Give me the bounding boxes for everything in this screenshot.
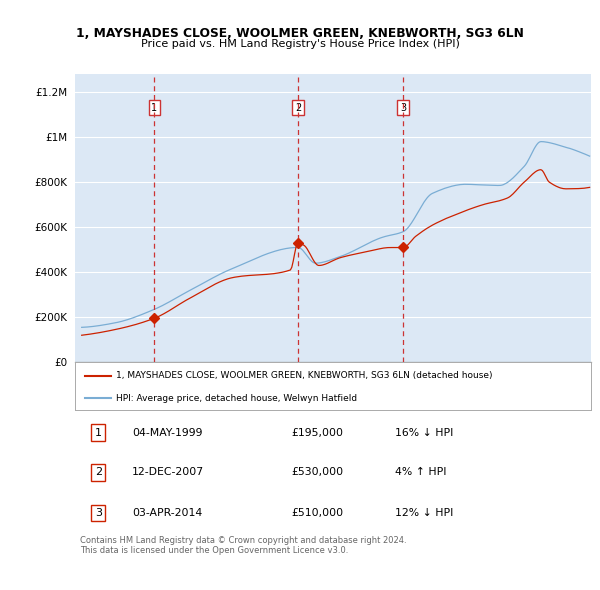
Text: 1: 1	[151, 103, 157, 113]
Text: 3: 3	[95, 508, 102, 518]
Text: 04-MAY-1999: 04-MAY-1999	[132, 428, 202, 438]
Text: 12-DEC-2007: 12-DEC-2007	[132, 467, 204, 477]
Text: 03-APR-2014: 03-APR-2014	[132, 508, 202, 518]
Text: 12% ↓ HPI: 12% ↓ HPI	[395, 508, 453, 518]
Text: 1: 1	[95, 428, 102, 438]
Text: 1, MAYSHADES CLOSE, WOOLMER GREEN, KNEBWORTH, SG3 6LN: 1, MAYSHADES CLOSE, WOOLMER GREEN, KNEBW…	[76, 27, 524, 40]
Text: 16% ↓ HPI: 16% ↓ HPI	[395, 428, 453, 438]
Text: 2: 2	[295, 103, 301, 113]
Text: £195,000: £195,000	[292, 428, 344, 438]
Text: 1, MAYSHADES CLOSE, WOOLMER GREEN, KNEBWORTH, SG3 6LN (detached house): 1, MAYSHADES CLOSE, WOOLMER GREEN, KNEBW…	[116, 371, 493, 380]
Text: 3: 3	[400, 103, 406, 113]
Text: Price paid vs. HM Land Registry's House Price Index (HPI): Price paid vs. HM Land Registry's House …	[140, 39, 460, 49]
Text: 4% ↑ HPI: 4% ↑ HPI	[395, 467, 446, 477]
Text: HPI: Average price, detached house, Welwyn Hatfield: HPI: Average price, detached house, Welw…	[116, 394, 358, 403]
Text: Contains HM Land Registry data © Crown copyright and database right 2024.
This d: Contains HM Land Registry data © Crown c…	[80, 536, 407, 556]
Text: £530,000: £530,000	[292, 467, 344, 477]
Text: £510,000: £510,000	[292, 508, 344, 518]
Text: 2: 2	[95, 467, 102, 477]
